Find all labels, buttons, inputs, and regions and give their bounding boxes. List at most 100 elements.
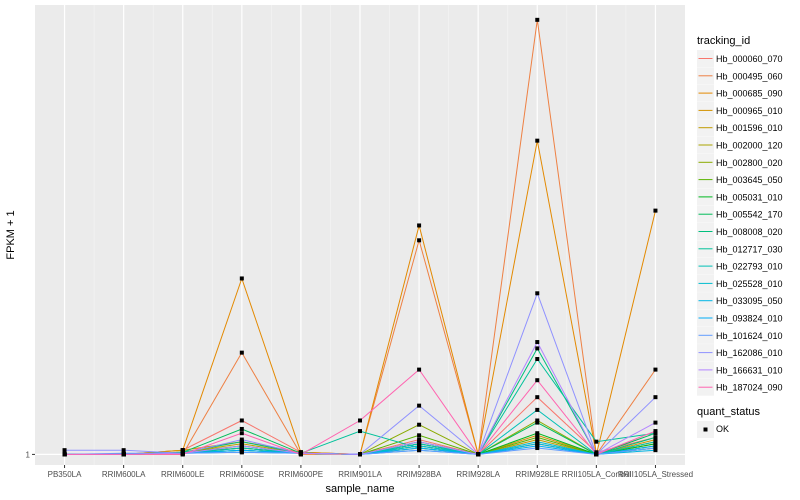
data-point xyxy=(653,367,658,372)
legend-item: Hb_002800_020 xyxy=(697,153,783,171)
legend-marker-title: quant_status xyxy=(697,406,760,418)
data-point xyxy=(535,435,540,440)
data-point xyxy=(535,17,540,22)
data-point xyxy=(417,448,422,453)
legend-label: Hb_008008_020 xyxy=(716,227,783,237)
legend-item: Hb_005031_010 xyxy=(697,188,783,206)
data-point xyxy=(417,433,422,438)
legend-item: Hb_000495_060 xyxy=(697,67,783,85)
data-point xyxy=(653,439,658,444)
x-tick-label: PB350LA xyxy=(48,470,82,479)
data-point xyxy=(535,346,540,351)
data-point xyxy=(239,450,244,455)
x-axis-title: sample_name xyxy=(325,483,394,495)
legend-label: Hb_000495_060 xyxy=(716,71,783,81)
x-tick-label: RRII105LA_Stressed xyxy=(618,470,693,479)
legend-label: Hb_005542_170 xyxy=(716,210,783,220)
data-point xyxy=(535,138,540,143)
legend-label: Hb_093824_010 xyxy=(716,314,783,324)
data-point xyxy=(239,443,244,448)
data-point xyxy=(653,429,658,434)
legend-label: Hb_101624_010 xyxy=(716,331,783,341)
legend-label: Hb_166631_010 xyxy=(716,365,783,375)
data-point xyxy=(535,441,540,446)
data-point xyxy=(535,433,540,438)
legend-item: Hb_008008_020 xyxy=(697,223,783,240)
data-point xyxy=(653,448,658,453)
x-tick-label: RRIM928LA xyxy=(456,470,500,479)
legend-item: Hb_001596_010 xyxy=(697,119,783,137)
data-point xyxy=(417,441,422,446)
data-points xyxy=(62,17,658,457)
y-axis: 1 xyxy=(26,450,35,459)
legend-label: Hb_001596_010 xyxy=(716,123,783,133)
data-point xyxy=(476,452,481,457)
legend-marker-label: OK xyxy=(716,424,729,434)
data-point xyxy=(239,276,244,281)
legend-item: Hb_000685_090 xyxy=(697,84,783,102)
data-point xyxy=(653,420,658,425)
legend-label: Hb_002000_120 xyxy=(716,141,783,151)
data-point xyxy=(417,443,422,448)
x-tick-label: RRIM600LA xyxy=(102,470,146,479)
legend-item: Hb_000965_010 xyxy=(697,101,783,119)
legend-label: Hb_002800_020 xyxy=(716,158,783,168)
data-point xyxy=(180,452,185,457)
data-point xyxy=(535,431,540,436)
data-point xyxy=(239,431,244,436)
data-point xyxy=(594,439,599,444)
data-point xyxy=(653,435,658,440)
legend-label: Hb_000685_090 xyxy=(716,89,783,99)
y-tick-label: 1 xyxy=(26,450,31,459)
data-point xyxy=(239,439,244,444)
data-point xyxy=(62,448,67,453)
legend-label: Hb_033095_050 xyxy=(716,296,783,306)
legend-marker-point xyxy=(703,427,708,432)
data-point xyxy=(239,418,244,423)
legend-item: Hb_002000_120 xyxy=(697,136,783,154)
legend-item: Hb_012717_030 xyxy=(697,240,783,258)
legend-item: Hb_033095_050 xyxy=(697,292,783,310)
legend: tracking_id Hb_000060_070 Hb_000495_060 Hb… xyxy=(697,35,783,438)
data-point xyxy=(358,418,362,423)
data-point xyxy=(535,420,540,425)
data-point xyxy=(535,437,540,442)
x-tick-label: RRII105LA_Control xyxy=(562,470,632,479)
legend-label: Hb_025528_010 xyxy=(716,279,783,289)
data-point xyxy=(594,452,599,457)
legend-item: Hb_022793_010 xyxy=(697,257,783,275)
x-tick-label: RRIM928LE xyxy=(515,470,559,479)
data-point xyxy=(653,443,658,448)
x-tick-label: RRIM901LA xyxy=(338,470,382,479)
data-point xyxy=(358,452,362,457)
data-point xyxy=(358,429,362,434)
data-point xyxy=(239,350,244,355)
data-point xyxy=(653,431,658,436)
data-point xyxy=(653,441,658,446)
data-point xyxy=(298,452,303,457)
data-point xyxy=(417,437,422,442)
data-point xyxy=(594,450,599,455)
legend-item: Hb_101624_010 xyxy=(697,326,783,344)
legend-item: Hb_003645_050 xyxy=(697,171,783,189)
x-tick-label: RRIM928BA xyxy=(397,470,442,479)
data-point xyxy=(535,395,540,400)
data-point xyxy=(239,448,244,453)
legend-label: Hb_162086_010 xyxy=(716,348,783,358)
x-axis: PB350LA RRIM600LA RRIM600LE RRIM600SE RRIM60… xyxy=(48,465,693,479)
legend-item: Hb_005542_170 xyxy=(697,205,783,223)
y-axis-title: FPKM + 1 xyxy=(5,210,17,259)
data-point xyxy=(417,367,422,372)
x-tick-label: RRIM600PE xyxy=(279,470,323,479)
data-point xyxy=(417,238,422,243)
legend-item: Hb_162086_010 xyxy=(697,344,783,362)
legend-label: Hb_000060_070 xyxy=(716,54,783,64)
data-point xyxy=(239,441,244,446)
legend-title: tracking_id xyxy=(697,35,750,47)
data-point xyxy=(239,446,244,451)
data-point xyxy=(653,446,658,451)
data-point xyxy=(535,357,540,362)
data-point xyxy=(535,378,540,383)
data-point xyxy=(417,446,422,451)
